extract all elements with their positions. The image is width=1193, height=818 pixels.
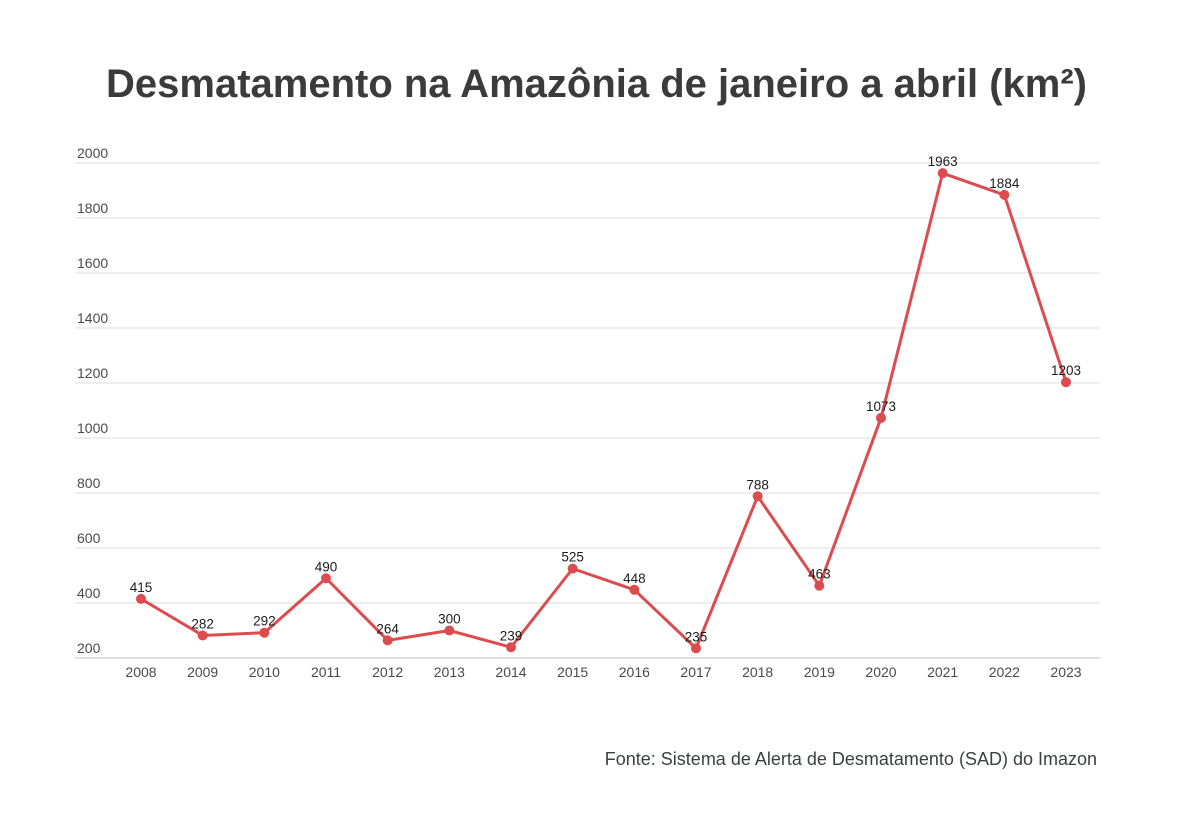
x-axis-tick-label: 2009 xyxy=(187,664,218,680)
x-axis-tick-label: 2020 xyxy=(865,664,896,680)
data-point xyxy=(629,584,640,595)
data-point-label: 463 xyxy=(808,567,831,582)
data-point-label: 788 xyxy=(746,477,769,492)
data-point-label: 448 xyxy=(623,571,646,586)
trend-line xyxy=(139,171,1068,650)
data-point-label: 1073 xyxy=(866,399,896,414)
x-axis-tick-label: 2008 xyxy=(125,664,156,680)
x-axis-tick-label: 2011 xyxy=(311,664,341,680)
data-point xyxy=(1061,377,1071,388)
data-point xyxy=(259,627,270,638)
y-axis-tick-label: 200 xyxy=(77,640,101,656)
x-axis-tick-label: 2010 xyxy=(249,664,280,680)
y-axis-tick-label: 800 xyxy=(77,475,101,491)
data-point-label: 1203 xyxy=(1051,363,1081,378)
x-axis-tick-label: 2014 xyxy=(495,664,526,680)
y-axis-tick-label: 400 xyxy=(77,585,101,601)
data-point-label: 415 xyxy=(130,580,153,595)
data-point-label: 525 xyxy=(561,550,584,565)
y-axis-tick-label: 1800 xyxy=(77,200,108,216)
y-axis-tick-label: 1200 xyxy=(77,365,108,381)
x-axis-tick-label: 2023 xyxy=(1050,664,1081,680)
y-axis-tick-label: 1400 xyxy=(77,310,108,326)
source-caption: Fonte: Sistema de Alerta de Desmatamento… xyxy=(604,749,1097,769)
data-point xyxy=(814,580,825,591)
x-axis-tick-label: 2016 xyxy=(619,664,650,680)
x-axis-tick-label: 2015 xyxy=(557,664,588,680)
x-axis-tick-label: 2018 xyxy=(742,664,773,680)
data-point-label: 1963 xyxy=(928,154,958,169)
data-point xyxy=(136,593,146,604)
y-axis-tick-label: 1000 xyxy=(77,420,108,436)
x-axis-tick-label: 2017 xyxy=(680,664,711,680)
data-point xyxy=(382,635,393,646)
x-axis-tick-label: 2012 xyxy=(372,664,403,680)
data-point-label: 300 xyxy=(438,612,461,627)
data-point xyxy=(876,412,886,423)
data-point-label: 282 xyxy=(191,616,214,631)
data-point xyxy=(567,563,578,574)
x-axis-tick-label: 2021 xyxy=(927,664,958,680)
data-point-label: 1884 xyxy=(989,176,1020,191)
data-point xyxy=(691,643,701,654)
data-point-label: 235 xyxy=(685,629,708,644)
data-point xyxy=(937,168,948,179)
y-axis-tick-label: 1600 xyxy=(77,255,108,271)
y-axis-tick-label: 2000 xyxy=(77,145,108,161)
data-point-label: 264 xyxy=(376,621,399,636)
data-point xyxy=(444,625,455,636)
data-point xyxy=(197,630,208,641)
y-axis-tick-label: 600 xyxy=(77,530,101,546)
data-point xyxy=(321,573,331,584)
data-point xyxy=(999,189,1010,200)
data-point-label: 239 xyxy=(500,628,523,643)
x-axis-tick-label: 2019 xyxy=(804,664,835,680)
data-point-label: 490 xyxy=(315,559,338,574)
chart-title: Desmatamento na Amazônia de janeiro a ab… xyxy=(106,62,1087,106)
data-point xyxy=(506,642,516,653)
data-point xyxy=(752,491,763,502)
data-point-label: 292 xyxy=(253,614,276,629)
x-axis-tick-label: 2022 xyxy=(989,664,1020,680)
x-axis-tick-label: 2013 xyxy=(434,664,465,680)
